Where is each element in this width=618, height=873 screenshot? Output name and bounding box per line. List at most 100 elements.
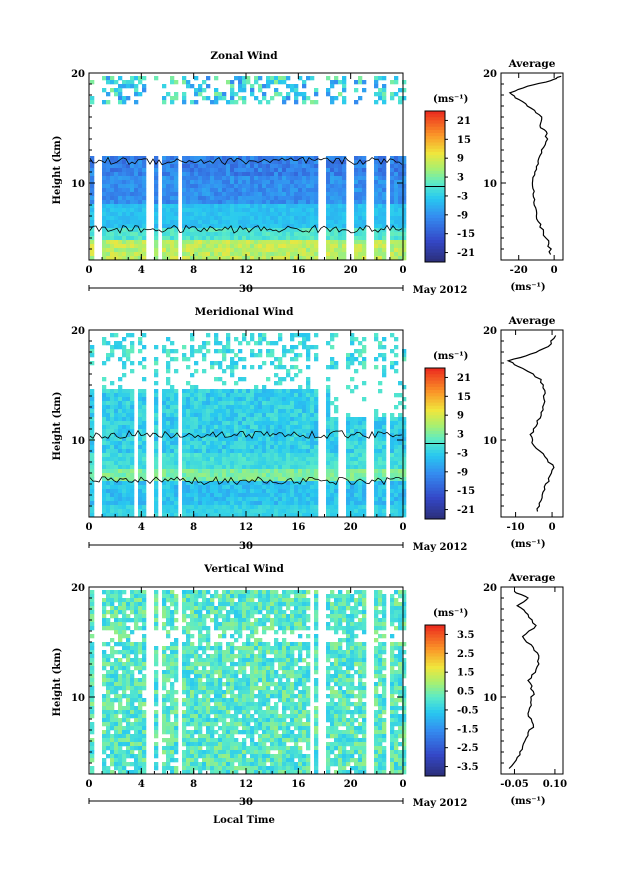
heatmap-cell [210, 509, 215, 514]
heatmap-cell [90, 614, 95, 619]
heatmap-cell [254, 196, 259, 201]
heatmap-cell [106, 718, 111, 723]
heatmap-cell [270, 417, 275, 422]
heatmap-cell [206, 164, 211, 169]
heatmap-cell [190, 228, 195, 233]
heatmap-cell [234, 188, 239, 193]
heatmap-cell [306, 381, 311, 386]
heatmap-cell [114, 746, 119, 751]
heatmap-cell [310, 461, 315, 466]
heatmap-cell [134, 196, 139, 201]
heatmap-cell [342, 160, 347, 165]
heatmap-cell [362, 184, 367, 189]
heatmap-cell [182, 425, 187, 430]
heatmap-cell [126, 200, 131, 205]
heatmap-cell [110, 192, 115, 197]
heatmap-cell [274, 80, 279, 85]
heatmap-cell [246, 441, 251, 446]
heatmap-cell [154, 176, 159, 181]
heatmap-cell [106, 200, 111, 205]
heatmap-cell [330, 453, 335, 458]
heatmap-cell [126, 746, 131, 751]
heatmap-cell [294, 204, 299, 209]
heatmap-cell [126, 469, 131, 474]
heatmap-cell [354, 192, 359, 197]
heatmap-cell [186, 216, 191, 221]
heatmap-cell [266, 489, 271, 494]
heatmap-cell [210, 180, 215, 185]
heatmap-cell [246, 212, 251, 217]
heatmap-cell [390, 361, 395, 366]
heatmap-cell [234, 353, 239, 358]
heatmap-cell [266, 477, 271, 482]
heatmap-cell [338, 184, 343, 189]
contour-line [89, 476, 403, 486]
heatmap-cell [230, 212, 235, 217]
heatmap-cell [362, 188, 367, 193]
heatmap-cell [266, 481, 271, 486]
heatmap-cell [286, 256, 291, 261]
heatmap-cell [254, 248, 259, 253]
heatmap-cell [170, 236, 175, 241]
heatmap-cell [306, 513, 311, 518]
heatmap-cell [186, 168, 191, 173]
heatmap-cell [154, 252, 159, 257]
heatmap-cell [110, 256, 115, 261]
heatmap-cell [210, 365, 215, 370]
heatmap-cell [194, 461, 199, 466]
heatmap-cell [350, 421, 355, 426]
heatmap-cell [294, 389, 299, 394]
heatmap-cell [398, 180, 403, 185]
heatmap-cell [90, 417, 95, 422]
heatmap-cell [102, 678, 107, 683]
heatmap-cell [382, 248, 387, 253]
heatmap-cell [306, 256, 311, 261]
heatmap-cell [206, 84, 211, 89]
heatmap-cell [110, 682, 115, 687]
heatmap-cell [290, 176, 295, 181]
heatmap-cell [378, 204, 383, 209]
heatmap-cell [222, 389, 227, 394]
heatmap-cell [102, 156, 107, 161]
heatmap-cell [310, 240, 315, 245]
heatmap-cell [230, 489, 235, 494]
heatmap-cell [190, 168, 195, 173]
heatmap-cell [210, 513, 215, 518]
heatmap-cell [142, 88, 147, 93]
heatmap-cell [394, 457, 399, 462]
heatmap-cell [190, 409, 195, 414]
heatmap-cell [182, 357, 187, 362]
heatmap-cell [390, 204, 395, 209]
heatmap-cell [106, 734, 111, 739]
heatmap-cell [326, 473, 331, 478]
heatmap-cell [222, 513, 227, 518]
heatmap-cell [106, 513, 111, 518]
heatmap-cell [390, 192, 395, 197]
heatmap-cell [182, 497, 187, 502]
heatmap-cell [350, 389, 355, 394]
heatmap-cell [222, 216, 227, 221]
heatmap-cell [298, 417, 303, 422]
heatmap-cell [402, 200, 407, 205]
colorbar-segment [425, 202, 445, 206]
heatmap-cell [174, 208, 179, 213]
heatmap-cell [210, 172, 215, 177]
heatmap-cell [122, 682, 127, 687]
heatmap-cell [242, 413, 247, 418]
heatmap-cell [250, 240, 255, 245]
heatmap-cell [186, 393, 191, 398]
heatmap-cell [198, 168, 203, 173]
heatmap-cell [402, 417, 407, 422]
heatmap-cell [126, 204, 131, 209]
heatmap-cell [290, 248, 295, 253]
heatmap-cell [354, 493, 359, 498]
heatmap-cell [134, 694, 139, 699]
heatmap-cell [362, 337, 367, 342]
heatmap-cell [162, 184, 167, 189]
heatmap-cell [362, 88, 367, 93]
heatmap-cell [310, 493, 315, 498]
heatmap-cell [226, 421, 231, 426]
heatmap-cell [138, 646, 143, 651]
heatmap-cell [126, 220, 131, 225]
